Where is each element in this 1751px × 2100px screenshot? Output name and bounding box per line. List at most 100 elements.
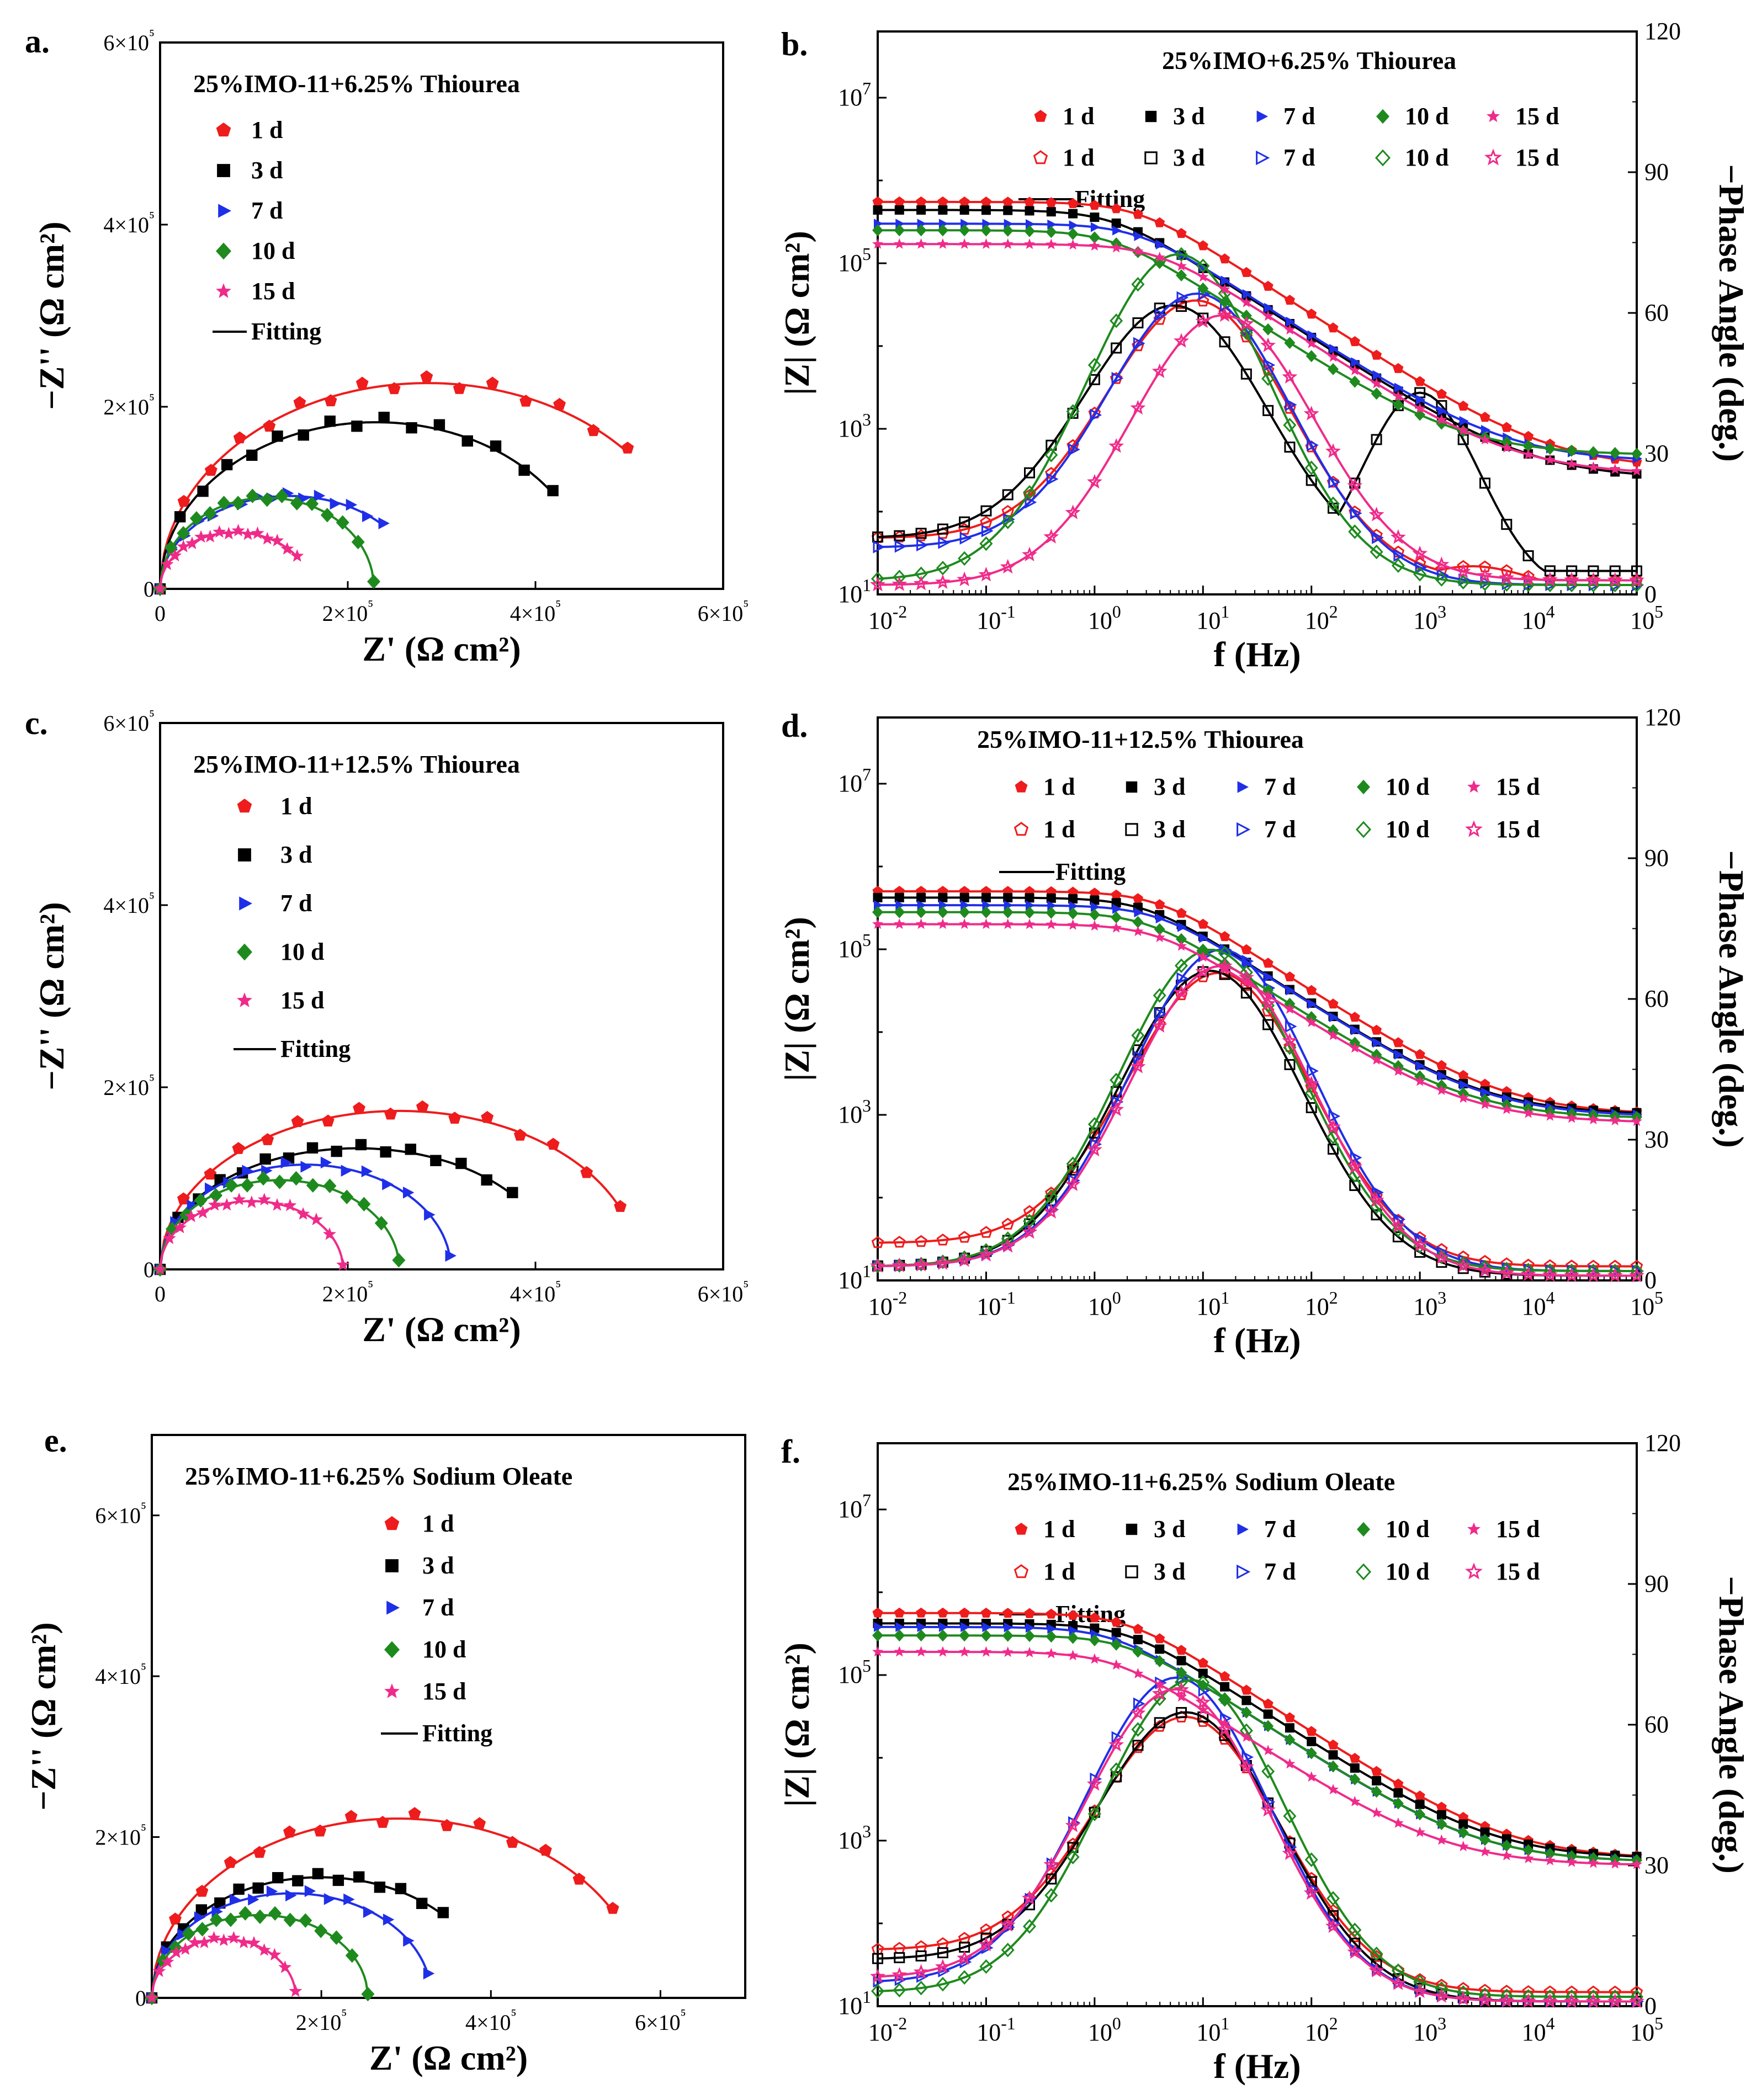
x-tick-label: 0 — [155, 1282, 166, 1306]
modulus-point — [1154, 932, 1165, 943]
x-tick-label: 105 — [1630, 1288, 1663, 1320]
phase-point — [1303, 1076, 1319, 1091]
phase-point — [915, 528, 927, 539]
modulus-point — [959, 196, 970, 207]
modulus-point — [1219, 283, 1230, 294]
phase-point — [1565, 1263, 1579, 1278]
y2-tick-label: 60 — [1644, 1711, 1669, 1738]
data-point — [312, 1868, 324, 1880]
bode-panel-1: 10-2 10-1 100 101 102 103 104 105 101 103 105 107 0 3… — [777, 18, 1751, 674]
modulus-point — [915, 238, 927, 249]
x-tick-label: 104 — [1522, 2014, 1555, 2046]
phase-point — [1283, 1040, 1296, 1052]
modulus-point — [1523, 430, 1534, 441]
data-point — [160, 557, 174, 570]
legend-marker — [217, 164, 230, 177]
phase-point — [1456, 575, 1470, 590]
modulus-point — [1522, 1844, 1534, 1857]
phase-point — [1238, 969, 1254, 985]
data-point — [300, 1161, 312, 1173]
x-tick-label: 101 — [1196, 2014, 1229, 2046]
modulus-point — [1111, 1659, 1122, 1670]
x-tick-label: 4×10⁵ — [510, 597, 561, 626]
modulus-point — [1089, 908, 1100, 921]
data-point — [363, 1906, 375, 1918]
phase-point — [915, 1235, 927, 1247]
modulus-point — [1262, 310, 1274, 321]
phase-point — [1240, 987, 1252, 999]
data-point — [182, 1926, 195, 1941]
data-point — [587, 424, 600, 437]
modulus-point — [872, 1629, 883, 1642]
phase-point — [1522, 550, 1534, 562]
phase-point — [1217, 1721, 1233, 1736]
modulus-point — [961, 900, 970, 911]
legend-marker — [1376, 109, 1389, 124]
data-point — [270, 534, 284, 546]
x-tick-label: 2×10⁵ — [322, 597, 374, 626]
phase-point — [870, 1258, 885, 1273]
modulus-point — [1155, 913, 1165, 924]
data-point — [361, 1165, 373, 1178]
modulus-point — [1024, 1647, 1035, 1657]
modulus-point — [894, 1607, 905, 1618]
phase-point — [1153, 988, 1166, 1003]
modulus-point — [1003, 893, 1013, 903]
modulus-point — [1286, 985, 1296, 996]
chart-title: 25%IMO-11+6.25% Sodium Oleate — [185, 1462, 572, 1490]
modulus-point — [1631, 1858, 1642, 1869]
modulus-point — [1176, 1656, 1186, 1666]
phase-point — [1261, 371, 1275, 386]
data-point — [184, 1209, 198, 1222]
phase-point — [1392, 1231, 1404, 1243]
modulus-point — [938, 892, 948, 902]
modulus-point — [1176, 1645, 1187, 1655]
data-point — [189, 511, 203, 526]
data-point — [145, 1991, 158, 2004]
legend-marker — [1355, 1563, 1372, 1581]
data-point — [169, 1912, 182, 1925]
nyquist-panel-4: 2×10⁵ 4×10⁵ 6×10⁵ 0 2×10⁵ 4×10⁵ 6×10⁵ Z' (Ω cm²… — [24, 1422, 746, 2077]
phase-point — [936, 561, 949, 576]
y-tick-label: 103 — [838, 410, 871, 442]
modulus-point — [1002, 196, 1014, 207]
data-point — [213, 525, 226, 538]
fit-phase-curve — [877, 1715, 1637, 1993]
modulus-point — [1284, 1734, 1296, 1746]
phase-point — [1131, 277, 1145, 292]
phase-point — [1196, 1675, 1210, 1690]
y-tick-label: 4×10⁵ — [103, 889, 155, 918]
modulus-point — [1024, 1608, 1035, 1618]
phase-point — [913, 1257, 929, 1272]
x-axis-label: f (Hz) — [1213, 635, 1301, 674]
phase-point — [872, 1953, 883, 1964]
legend-label: 3 d — [1173, 103, 1205, 130]
phase-point — [1022, 485, 1037, 500]
phase-point — [1022, 1224, 1037, 1239]
phase-point — [958, 1231, 971, 1243]
data-point — [153, 1262, 167, 1275]
phase-point — [980, 505, 992, 517]
legend-marker — [1467, 780, 1481, 793]
x-tick-label: 100 — [1088, 1288, 1121, 1320]
modulus-point — [1046, 893, 1056, 903]
modulus-point — [1328, 1739, 1339, 1750]
phase-point — [1111, 342, 1122, 354]
modulus-point — [1414, 1826, 1426, 1837]
modulus-point — [894, 238, 905, 249]
phase-point — [1565, 1989, 1579, 2005]
data-point — [519, 395, 532, 407]
phase-point — [914, 1257, 928, 1272]
modulus-point — [1284, 324, 1296, 335]
phase-point — [1370, 1946, 1383, 1961]
phase-point — [1110, 1072, 1123, 1088]
phase-point — [1390, 1975, 1406, 1990]
data-point — [232, 1142, 245, 1154]
data-point — [251, 526, 264, 539]
modulus-point — [959, 1629, 970, 1642]
modulus-point — [1240, 1706, 1252, 1719]
data-point — [203, 529, 217, 543]
x-axis-label: Z' (Ω cm²) — [362, 1310, 521, 1349]
phase-point — [1155, 1007, 1167, 1020]
modulus-point — [959, 224, 970, 237]
